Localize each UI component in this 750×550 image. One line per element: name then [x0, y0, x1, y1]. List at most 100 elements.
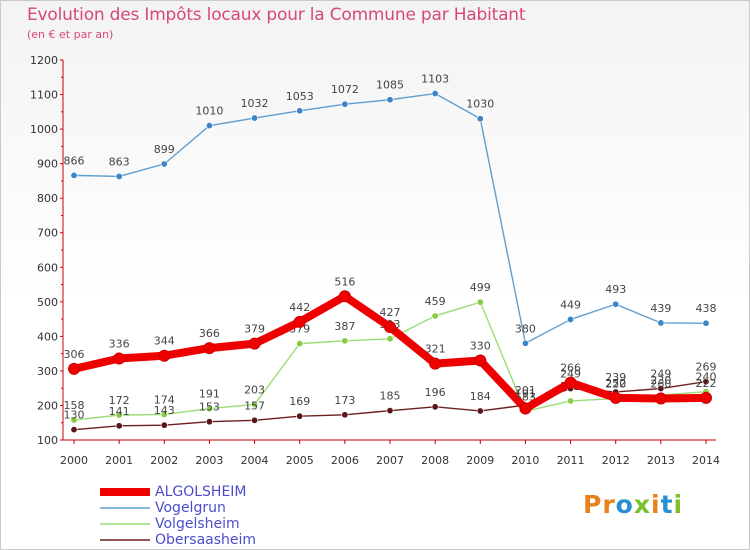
data-label-vogelgrun: 1010: [195, 105, 223, 118]
data-label-vogelgrun: 863: [109, 155, 130, 168]
data-label-obersaasheim: 157: [244, 399, 265, 412]
chart-title: Evolution des Impôts locaux pour la Comm…: [27, 5, 526, 25]
data-point-vogelgrun: [431, 90, 439, 98]
data-label-obersaasheim: 130: [64, 409, 85, 422]
data-label-volgelsheim: 240: [696, 371, 717, 384]
data-point-obersaasheim: [205, 418, 213, 426]
y-tick-label: 100: [37, 434, 58, 447]
data-label-vogelgrun: 866: [64, 154, 85, 167]
data-label-volgelsheim: 220: [605, 378, 626, 391]
data-label-volgelsheim: 459: [425, 295, 446, 308]
legend-label-volgelsheim: Volgelsheim: [155, 516, 240, 532]
data-label-vogelgrun: 439: [650, 302, 671, 315]
data-point-algolsheim: [519, 402, 532, 415]
data-point-algolsheim: [113, 352, 126, 365]
data-point-algolsheim: [293, 315, 306, 328]
data-label-vogelgrun: 438: [696, 302, 717, 315]
data-point-volgelsheim: [205, 405, 213, 413]
y-tick-label: 300: [37, 365, 58, 378]
data-point-obersaasheim: [296, 412, 304, 420]
x-tick-label: 2011: [557, 454, 585, 467]
data-point-algolsheim: [158, 349, 171, 362]
data-point-volgelsheim: [160, 410, 168, 418]
data-point-volgelsheim: [341, 337, 349, 345]
data-label-algolsheim: 252: [605, 377, 626, 390]
logo-letter: r: [602, 490, 616, 519]
y-tick-label: 1000: [30, 123, 58, 136]
data-label-vogelgrun: 1085: [376, 79, 404, 92]
data-label-obersaasheim: 143: [154, 404, 175, 417]
x-tick-label: 2013: [647, 454, 675, 467]
data-point-algolsheim: [68, 362, 80, 375]
data-label-algolsheim: 427: [380, 306, 401, 319]
y-tick-label: 1100: [30, 89, 58, 102]
data-label-algolsheim: 379: [244, 323, 265, 336]
data-point-algolsheim: [700, 391, 712, 404]
data-point-volgelsheim: [476, 298, 484, 306]
data-label-algolsheim: 222: [696, 377, 717, 390]
x-tick-label: 2004: [241, 454, 269, 467]
data-label-vogelgrun: 1030: [466, 98, 494, 111]
data-point-vogelgrun: [386, 96, 394, 104]
data-point-volgelsheim: [386, 335, 394, 343]
data-label-volgelsheim: 172: [109, 394, 130, 407]
logo-letter: P: [583, 490, 603, 519]
data-label-obersaasheim: 269: [696, 361, 717, 374]
data-label-volgelsheim: 158: [64, 399, 85, 412]
data-point-volgelsheim: [296, 340, 304, 348]
data-label-vogelgrun: 380: [515, 322, 536, 335]
x-tick-label: 2005: [286, 454, 314, 467]
data-point-obersaasheim: [70, 426, 78, 434]
proxiti-logo: Proxiti: [583, 490, 683, 519]
data-label-algolsheim: 442: [289, 301, 310, 314]
x-tick-label: 2002: [150, 454, 178, 467]
data-point-volgelsheim: [431, 312, 439, 320]
data-label-algolsheim: 336: [109, 337, 130, 350]
data-label-vogelgrun: 1072: [331, 83, 359, 96]
data-label-vogelgrun: 1032: [241, 97, 269, 110]
y-tick-label: 700: [37, 227, 58, 240]
x-tick-label: 2010: [511, 454, 539, 467]
data-label-algolsheim: 330: [470, 340, 491, 353]
data-point-algolsheim: [248, 337, 261, 350]
data-label-algolsheim: 260: [650, 378, 671, 391]
data-label-obersaasheim: 201: [515, 384, 536, 397]
data-point-obersaasheim: [115, 422, 123, 430]
data-point-algolsheim: [203, 342, 216, 355]
data-point-volgelsheim: [115, 411, 123, 419]
y-tick-label: 400: [37, 330, 58, 343]
data-point-volgelsheim: [567, 397, 575, 405]
chart-subtitle: (en € et par an): [27, 28, 114, 41]
data-label-volgelsheim: 499: [470, 281, 491, 294]
legend-swatch-obersaasheim: [100, 539, 150, 541]
legend-swatch-vogelgrun: [100, 507, 150, 509]
legend-item-vogelgrun: Vogelgrun: [100, 500, 340, 516]
data-point-vogelgrun: [612, 300, 620, 308]
data-point-vogelgrun: [341, 100, 349, 108]
x-tick-label: 2000: [60, 454, 88, 467]
legend-item-obersaasheim: Obersaasheim: [100, 532, 340, 548]
data-point-obersaasheim: [657, 385, 665, 393]
legend-label-vogelgrun: Vogelgrun: [155, 500, 226, 516]
data-label-obersaasheim: 169: [289, 395, 310, 408]
legend: ALGOLSHEIM Vogelgrun Volgelsheim Obersaa…: [100, 484, 340, 548]
data-label-volgelsheim: 191: [199, 388, 220, 401]
legend-swatch-volgelsheim: [100, 523, 150, 525]
data-label-volgelsheim: 174: [154, 393, 175, 406]
logo-letter: o: [615, 490, 634, 519]
y-tick-label: 200: [37, 399, 58, 412]
data-label-vogelgrun: 449: [560, 298, 581, 311]
legend-label-obersaasheim: Obersaasheim: [155, 532, 257, 548]
data-label-obersaasheim: 153: [199, 401, 220, 414]
data-point-algolsheim: [654, 392, 667, 405]
data-label-algolsheim: 191: [515, 388, 536, 401]
y-tick-label: 900: [37, 158, 58, 171]
legend-item-volgelsheim: Volgelsheim: [100, 516, 340, 532]
data-label-obersaasheim: 184: [470, 390, 491, 403]
data-point-obersaasheim: [160, 421, 168, 429]
data-point-vogelgrun: [251, 114, 259, 122]
data-point-obersaasheim: [476, 407, 484, 415]
y-tick-label: 600: [37, 261, 58, 274]
data-point-algolsheim: [384, 321, 396, 334]
